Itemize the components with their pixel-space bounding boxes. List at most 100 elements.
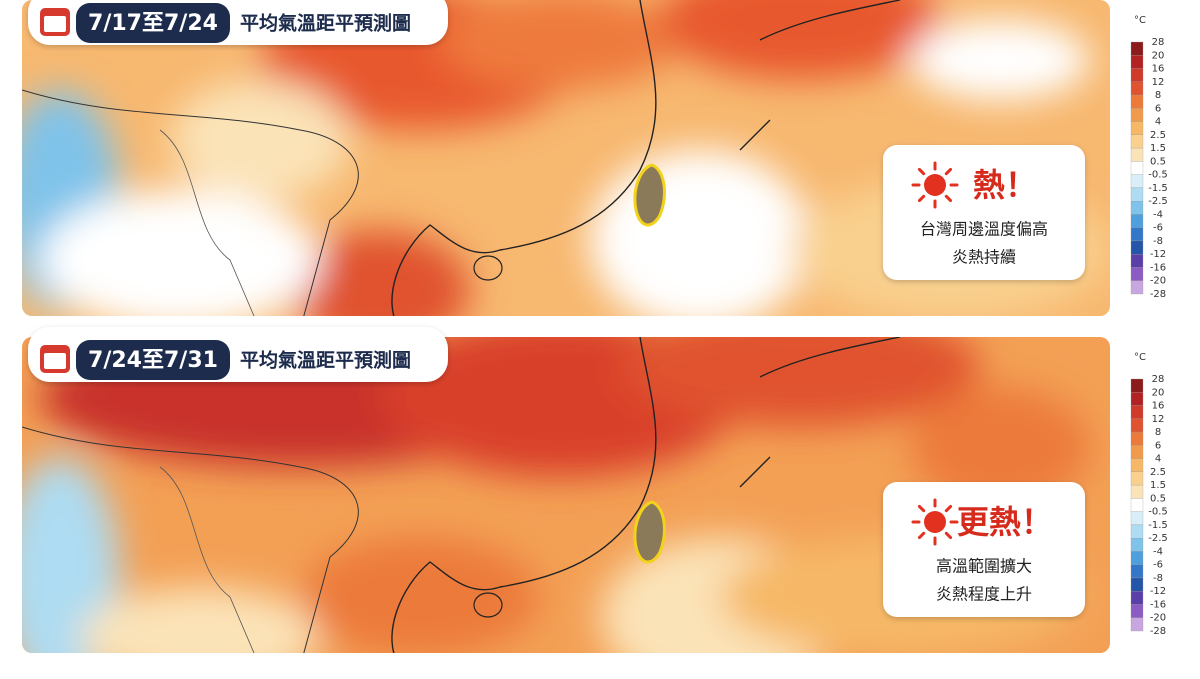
legend-label: -2.5 — [1148, 196, 1168, 207]
legend-label: 12 — [1152, 77, 1165, 88]
legend: °C 28 20 16 12 8 6 4 2.5 1.5 0.5 -0.5 -1.5 -2.5 -4 -6 -8… — [1130, 352, 1168, 637]
legend-swatch — [1130, 445, 1144, 459]
legend-swatch — [1130, 68, 1144, 82]
legend-swatch — [1130, 564, 1144, 579]
legend-swatch — [1130, 551, 1144, 565]
legend-swatch — [1130, 214, 1144, 228]
legend-label: -28 — [1150, 626, 1166, 637]
legend-swatch — [1130, 538, 1144, 552]
legend-label: -8 — [1153, 236, 1163, 247]
legend-swatch — [1130, 431, 1144, 446]
callout-line: 高溫範圍擴大 — [936, 557, 1032, 576]
sun-icon — [911, 161, 959, 209]
legend: °C 28 20 16 12 8 6 4 2.5 1.5 0.5 -0.5 -1.5 -2.5 -4 -6 -8… — [1130, 15, 1168, 300]
anomaly-blob — [440, 0, 680, 90]
border — [22, 426, 359, 653]
legend-label: 8 — [1155, 90, 1161, 101]
legend-label: -4 — [1153, 209, 1163, 220]
legend-label: -20 — [1150, 613, 1166, 624]
legend-label: -6 — [1153, 560, 1163, 571]
legend-label: -8 — [1153, 573, 1163, 584]
legend-swatch — [1130, 511, 1144, 526]
callout-line: 炎熱程度上升 — [936, 585, 1032, 604]
taiwan — [633, 163, 666, 227]
legend-label: -6 — [1153, 223, 1163, 234]
legend-swatch — [1130, 498, 1144, 512]
legend-swatch — [1130, 55, 1144, 69]
sun-ray — [944, 167, 953, 176]
callout-line: 台灣周邊溫度偏高 — [920, 220, 1048, 239]
border — [22, 89, 359, 316]
sun-ray — [917, 167, 926, 176]
date-badge — [76, 3, 230, 43]
legend-label: -1.5 — [1148, 183, 1168, 194]
border — [159, 466, 261, 653]
calendar-face — [44, 353, 66, 369]
legend-swatch — [1130, 577, 1144, 592]
legend-swatch — [1130, 161, 1144, 175]
anomaly-blob — [910, 387, 1090, 507]
legend-swatch — [1130, 81, 1144, 96]
legend-swatch — [1130, 405, 1144, 419]
date-badge — [76, 340, 230, 380]
legend-swatch — [1130, 41, 1144, 56]
legend-label: 20 — [1152, 50, 1165, 61]
legend-swatch — [1130, 174, 1144, 189]
legend-unit: °C — [1134, 352, 1146, 363]
anomaly-blob — [40, 190, 320, 316]
legend-label: -28 — [1150, 289, 1166, 300]
date-range: 7/17至7/24 — [88, 11, 218, 36]
legend-swatch — [1130, 267, 1144, 281]
legend-label: -16 — [1150, 599, 1166, 610]
calendar-face — [44, 16, 66, 32]
legend-swatch — [1130, 378, 1144, 393]
legend-label: 28 — [1152, 374, 1165, 385]
legend-swatch — [1130, 187, 1144, 202]
legend-label: -0.5 — [1148, 507, 1168, 518]
legend-label: 16 — [1152, 64, 1165, 75]
sun-ray — [917, 504, 926, 513]
taiwan — [633, 500, 666, 564]
sun-ray — [917, 531, 926, 540]
legend-swatch — [1130, 94, 1144, 109]
sun-ray — [944, 194, 953, 203]
legend-label: 16 — [1152, 401, 1165, 412]
legend-label: 0.5 — [1150, 493, 1166, 504]
sun-ray — [944, 504, 953, 513]
legend-swatch — [1130, 280, 1144, 295]
hainan — [473, 592, 503, 618]
hainan — [473, 255, 503, 281]
legend-swatch — [1130, 254, 1144, 268]
legend-swatch — [1130, 392, 1144, 406]
legend-label: -2.5 — [1148, 533, 1168, 544]
legend-label: -0.5 — [1148, 170, 1168, 181]
coastline — [739, 337, 901, 488]
anomaly-blob — [170, 80, 350, 200]
sun-icon — [911, 498, 959, 546]
legend-label: 2.5 — [1150, 130, 1166, 141]
legend-label: 8 — [1155, 427, 1161, 438]
anomaly-blob — [300, 537, 540, 653]
legend-swatch — [1130, 617, 1144, 632]
sun-core — [924, 174, 946, 196]
date-range: 7/24至7/31 — [88, 348, 218, 373]
legend-label: -16 — [1150, 262, 1166, 273]
legend-label: -12 — [1150, 586, 1166, 597]
legend-swatch — [1130, 147, 1144, 162]
legend-swatch — [1130, 121, 1144, 135]
sun-core — [924, 511, 946, 533]
legend-swatch — [1130, 227, 1144, 242]
anomaly-blob — [910, 20, 1090, 100]
legend-swatch — [1130, 201, 1144, 215]
callout-line: 炎熱持續 — [952, 248, 1016, 267]
legend-swatch — [1130, 134, 1144, 149]
legend-label: 12 — [1152, 414, 1165, 425]
sun-ray — [944, 531, 953, 540]
anomaly-blob — [590, 150, 810, 316]
anomaly-blob — [80, 587, 320, 653]
legend-label: 20 — [1152, 387, 1165, 398]
legend-label: -1.5 — [1148, 520, 1168, 531]
